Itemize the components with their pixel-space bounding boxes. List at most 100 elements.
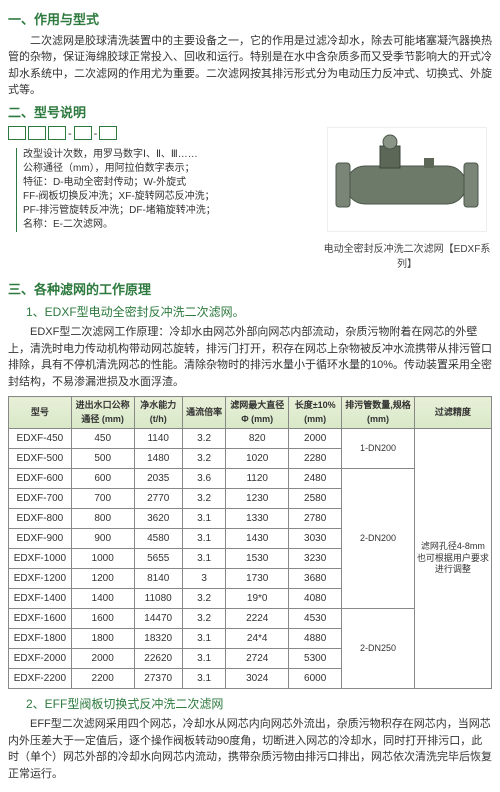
cell: EDXF-1800 xyxy=(9,629,72,649)
cell: 1140 xyxy=(134,429,182,449)
cell: 6000 xyxy=(289,669,342,689)
table-row: EDXF-45045011403.282020001-DN200滤网孔径4-8m… xyxy=(9,429,492,449)
cell: 1120 xyxy=(226,469,289,489)
code-box xyxy=(48,126,66,140)
cell: 3.2 xyxy=(182,589,225,609)
cell: 1200 xyxy=(71,569,134,589)
pipe-cell: 2-DN250 xyxy=(342,609,414,689)
subsection-1-title: 1、EDXF型电动全密封反冲洗二次滤网。 xyxy=(8,303,492,321)
cell: 4880 xyxy=(289,629,342,649)
section-3-title: 三、各种滤网的工作原理 xyxy=(8,280,492,300)
cell: 2200 xyxy=(71,669,134,689)
spec-table: 型号 进出水口公称通径 (mm) 净水能力 (t/h) 通流倍率 滤网最大直径Φ… xyxy=(8,396,492,689)
th: 过滤精度 xyxy=(414,397,491,429)
cell: 3.1 xyxy=(182,649,225,669)
cell: 3680 xyxy=(289,569,342,589)
cell: 2724 xyxy=(226,649,289,669)
pipe-cell: 2-DN200 xyxy=(342,469,414,609)
cell: 27370 xyxy=(134,669,182,689)
section-1-title: 一、作用与型式 xyxy=(8,10,492,30)
cell: 600 xyxy=(71,469,134,489)
code-box xyxy=(28,126,46,140)
product-image xyxy=(327,127,487,232)
cell: EDXF-450 xyxy=(9,429,72,449)
cell: 900 xyxy=(71,529,134,549)
cell: EDXF-1000 xyxy=(9,549,72,569)
th: 滤网最大直径Φ (mm) xyxy=(226,397,289,429)
cell: EDXF-1200 xyxy=(9,569,72,589)
cell: 14470 xyxy=(134,609,182,629)
cell: 3.1 xyxy=(182,509,225,529)
section-2-title: 二、型号说明 xyxy=(8,103,492,123)
cell: EDXF-600 xyxy=(9,469,72,489)
cell: 3.2 xyxy=(182,429,225,449)
cell: EDXF-1600 xyxy=(9,609,72,629)
cell: 3230 xyxy=(289,549,342,569)
section-1-para: 二次滤网是胶球清洗装置中的主要设备之一，它的作用是过滤冷却水，除去可能堵塞凝汽器… xyxy=(8,33,492,99)
cell: EDXF-2200 xyxy=(9,669,72,689)
code-box xyxy=(99,126,117,140)
cell: 700 xyxy=(71,489,134,509)
cell: 2000 xyxy=(71,649,134,669)
cell: 1480 xyxy=(134,449,182,469)
cell: EDXF-900 xyxy=(9,529,72,549)
cell: 3.1 xyxy=(182,669,225,689)
cell: 1530 xyxy=(226,549,289,569)
product-image-wrap: 电动全密封反冲洗二次滤网【EDXF系列】 xyxy=(322,127,492,272)
cell: 24*4 xyxy=(226,629,289,649)
cell: 3.1 xyxy=(182,629,225,649)
cell: 3620 xyxy=(134,509,182,529)
cell: 3.1 xyxy=(182,549,225,569)
subsection-2-title: 2、EFF型阀板切换式反冲洗二次滤网 xyxy=(8,695,492,713)
th: 型号 xyxy=(9,397,72,429)
cell: 5300 xyxy=(289,649,342,669)
cell: 3.1 xyxy=(182,529,225,549)
product-caption: 电动全密封反冲洗二次滤网【EDXF系列】 xyxy=(322,242,492,272)
cell: 19*0 xyxy=(226,589,289,609)
cell: 2770 xyxy=(134,489,182,509)
cell: 500 xyxy=(71,449,134,469)
th: 排污管数量,规格 (mm) xyxy=(342,397,414,429)
pipe-cell: 1-DN200 xyxy=(342,429,414,469)
cell: 1430 xyxy=(226,529,289,549)
cell: 3.2 xyxy=(182,489,225,509)
th: 通流倍率 xyxy=(182,397,225,429)
subsection-2-para: EFF型二次滤网采用四个网芯，冷却水从网芯内向网芯外流出，杂质污物积存在网芯内，… xyxy=(8,716,492,782)
cell: 2580 xyxy=(289,489,342,509)
cell: 3.2 xyxy=(182,609,225,629)
cell: 3.6 xyxy=(182,469,225,489)
cell: EDXF-1400 xyxy=(9,589,72,609)
cell: 4580 xyxy=(134,529,182,549)
cell: EDXF-500 xyxy=(9,449,72,469)
cell: EDXF-800 xyxy=(9,509,72,529)
cell: 22620 xyxy=(134,649,182,669)
cell: 1730 xyxy=(226,569,289,589)
cell: 4080 xyxy=(289,589,342,609)
cell: EDXF-2000 xyxy=(9,649,72,669)
table-header-row: 型号 进出水口公称通径 (mm) 净水能力 (t/h) 通流倍率 滤网最大直径Φ… xyxy=(9,397,492,429)
subsection-1-para: EDXF型二次滤网工作原理：冷却水由网芯外部向网芯内部流动，杂质污物附着在网芯的… xyxy=(8,324,492,390)
code-box xyxy=(74,126,92,140)
cell: 1600 xyxy=(71,609,134,629)
cell: 1020 xyxy=(226,449,289,469)
cell: 1230 xyxy=(226,489,289,509)
cell: 18320 xyxy=(134,629,182,649)
cell: 800 xyxy=(71,509,134,529)
cell: 1000 xyxy=(71,549,134,569)
cell: 2780 xyxy=(289,509,342,529)
cell: 1400 xyxy=(71,589,134,609)
cell: 2480 xyxy=(289,469,342,489)
cell: 450 xyxy=(71,429,134,449)
cell: 11080 xyxy=(134,589,182,609)
cell: 3030 xyxy=(289,529,342,549)
th: 净水能力 (t/h) xyxy=(134,397,182,429)
th: 长度±10% (mm) xyxy=(289,397,342,429)
cell: 820 xyxy=(226,429,289,449)
code-box xyxy=(8,126,26,140)
th: 进出水口公称通径 (mm) xyxy=(71,397,134,429)
cell: 8140 xyxy=(134,569,182,589)
cell: 2224 xyxy=(226,609,289,629)
cell: 2035 xyxy=(134,469,182,489)
side-note-cell: 滤网孔径4-8mm也可根据用户要求进行调整 xyxy=(414,429,491,689)
cell: 1800 xyxy=(71,629,134,649)
